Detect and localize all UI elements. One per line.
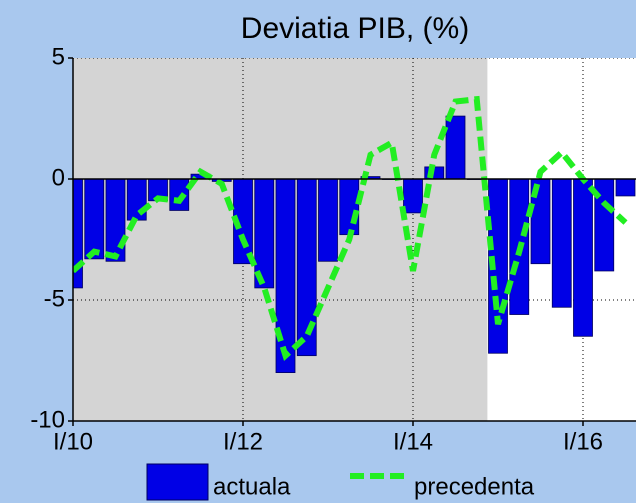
- bar: [615, 178, 636, 197]
- legend: actuala precedenta: [146, 463, 535, 501]
- bar: [551, 178, 572, 308]
- plot: [73, 58, 636, 421]
- bar: [573, 178, 593, 337]
- y-tick-label: 5: [52, 43, 65, 70]
- legend-swatch: [146, 463, 209, 501]
- legend-label: precedenta: [414, 473, 535, 500]
- bar: [339, 178, 360, 236]
- bar: [275, 178, 296, 374]
- bar: [126, 178, 147, 221]
- y-tick-label: 0: [52, 164, 65, 191]
- x-tick-label: I/12: [223, 428, 263, 455]
- bar: [445, 115, 466, 180]
- axes: -10 -5 0 5 I/10 I/12 I/14 I/16: [30, 43, 636, 455]
- x-tick-label: I/10: [53, 428, 93, 455]
- line: [73, 95, 628, 362]
- bar: [403, 178, 423, 214]
- x-tick-label: I/14: [393, 428, 433, 455]
- bar: [169, 178, 190, 211]
- bar: [84, 178, 105, 260]
- bar: [318, 178, 338, 262]
- legend-label: actuala: [213, 473, 291, 500]
- bar: [73, 178, 83, 289]
- y-tick-label: -10: [30, 406, 65, 433]
- y-tick-label: -5: [44, 285, 65, 312]
- x-tick-label: I/16: [563, 428, 603, 455]
- chart-title: Deviatia PIB, (%): [241, 12, 469, 45]
